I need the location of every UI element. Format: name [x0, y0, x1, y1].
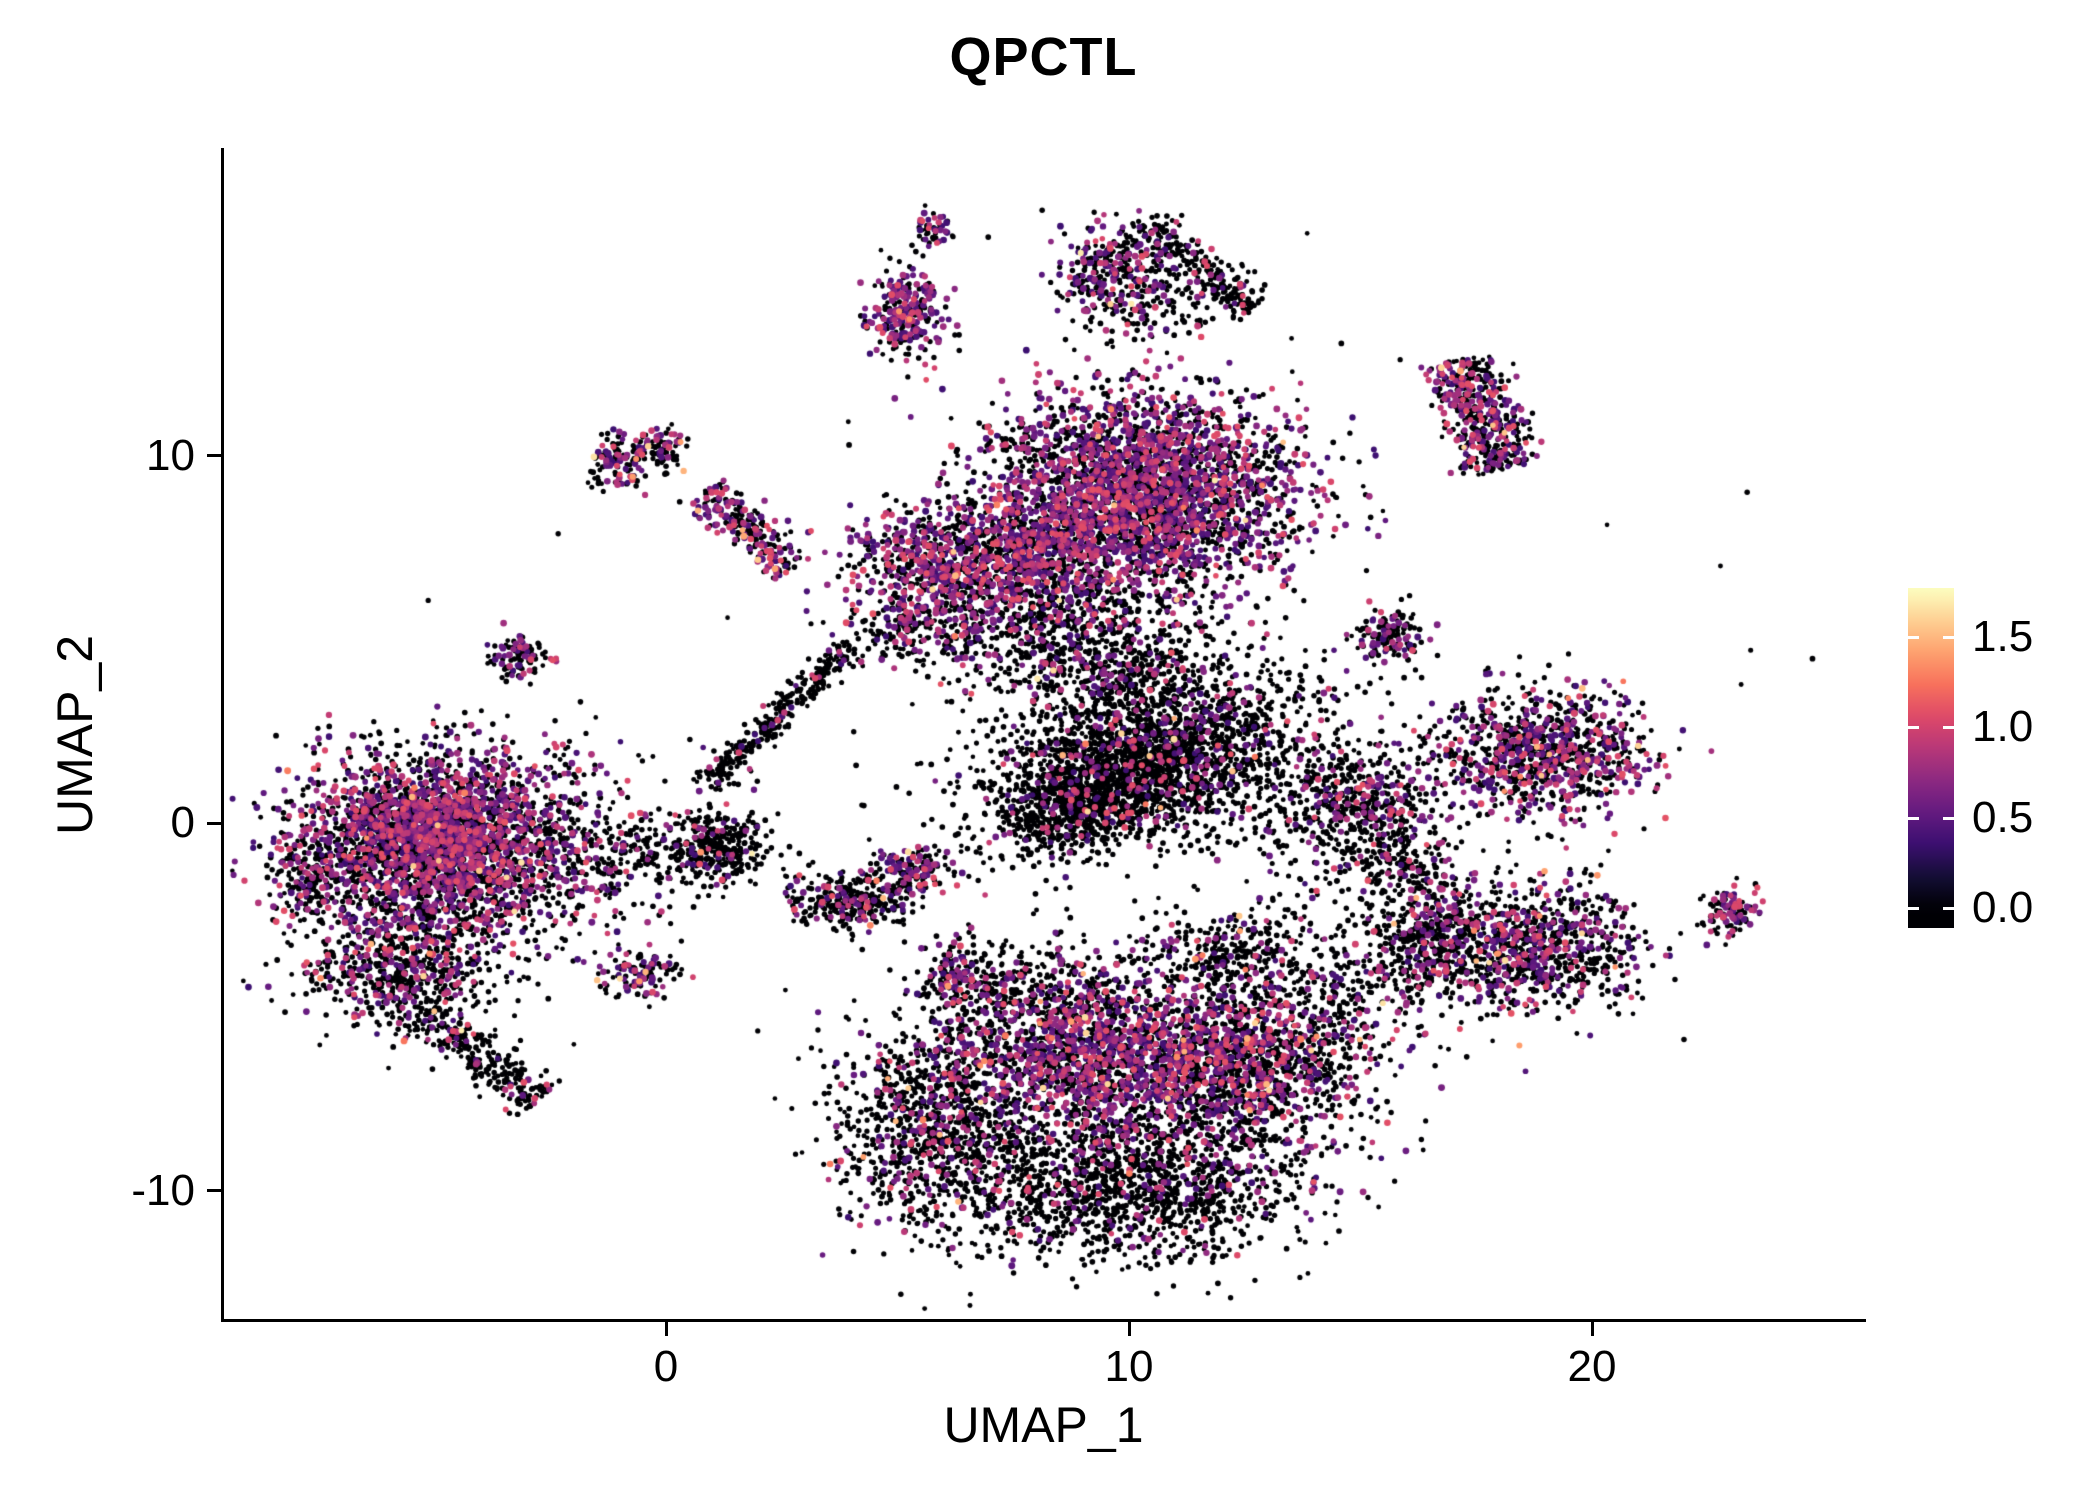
colorbar-tick-mark [1908, 907, 1919, 910]
y-axis-line [221, 148, 224, 1322]
colorbar-tick-label: 1.5 [1972, 611, 2034, 661]
colorbar-tick-label: 1.0 [1972, 702, 2034, 751]
y-tick-label: 0 [170, 798, 195, 847]
colorbar-tick-mark [1908, 816, 1919, 820]
y-tick-label: -10 [131, 1165, 195, 1215]
colorbar-gradient [1908, 588, 1954, 928]
colorbar-tick-label: 0.0 [1972, 883, 2034, 932]
colorbar-tick-mark [1943, 816, 1954, 820]
chart-title: QPCTL [949, 27, 1138, 87]
x-axis-line [221, 1319, 1866, 1322]
x-tick-label: 0 [653, 1342, 679, 1391]
y-tick-mark [207, 821, 221, 825]
x-tick-label: 20 [1567, 1342, 1617, 1391]
x-axis-label: UMAP_1 [943, 1397, 1144, 1453]
colorbar-tick-label: 0.5 [1972, 792, 2034, 842]
colorbar-tick-mark [1943, 726, 1954, 729]
x-tick-mark [1127, 1322, 1131, 1336]
x-tick-mark [664, 1322, 668, 1336]
y-tick-label: 10 [146, 430, 195, 480]
colorbar-legend [1908, 588, 1954, 928]
colorbar-tick-mark [1943, 907, 1954, 910]
scatter-points-canvas [224, 150, 1863, 1319]
plot-panel [224, 150, 1863, 1319]
x-tick-label: 10 [1104, 1342, 1154, 1391]
x-tick-mark [1590, 1322, 1594, 1336]
colorbar-tick-mark [1943, 635, 1954, 639]
y-tick-mark [207, 454, 221, 457]
y-tick-mark [207, 1189, 221, 1192]
colorbar-tick-mark [1908, 726, 1919, 729]
colorbar-tick-mark [1908, 635, 1919, 639]
